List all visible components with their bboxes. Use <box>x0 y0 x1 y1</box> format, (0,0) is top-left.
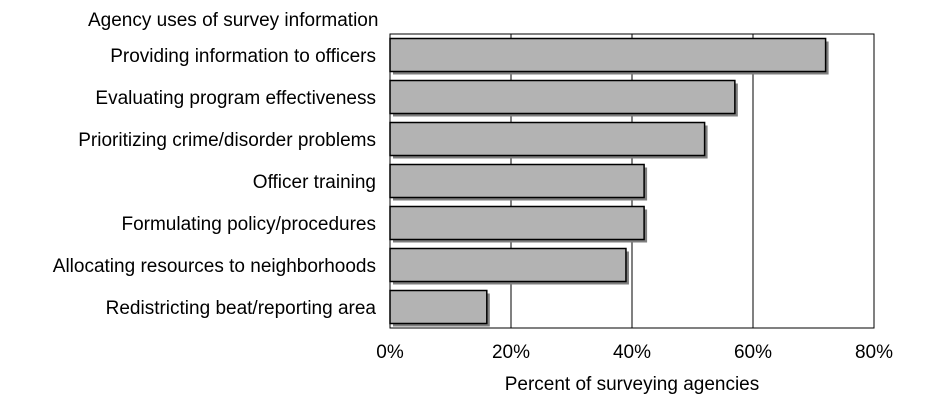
bar <box>389 247 627 283</box>
x-tick-label: 0% <box>376 342 404 363</box>
x-tick-label: 60% <box>734 342 772 363</box>
category-label: Evaluating program effectiveness <box>95 88 376 109</box>
x-tick-labels: 0% 20% 40% 60% 80% <box>376 342 893 363</box>
chart-title: Agency uses of survey information <box>88 10 378 31</box>
bar <box>389 205 645 241</box>
bar <box>389 121 706 157</box>
category-label: Providing information to officers <box>110 46 376 67</box>
category-labels: Providing information to officers Evaluat… <box>53 46 377 319</box>
category-label: Formulating policy/procedures <box>121 214 376 235</box>
bar <box>389 163 645 199</box>
x-tick-label: 80% <box>855 342 893 363</box>
bar <box>389 289 488 325</box>
bar <box>389 79 736 115</box>
x-tick-label: 20% <box>492 342 530 363</box>
bars <box>389 37 829 327</box>
category-label: Officer training <box>253 172 376 193</box>
x-axis-title: Percent of surveying agencies <box>505 374 760 395</box>
category-label: Allocating resources to neighborhoods <box>53 256 376 277</box>
category-label: Prioritizing crime/disorder problems <box>78 130 376 151</box>
plot-frame <box>389 33 875 329</box>
x-tick-label: 40% <box>613 342 651 363</box>
category-label: Redistricting beat/reporting area <box>106 298 377 319</box>
bar <box>389 37 827 73</box>
